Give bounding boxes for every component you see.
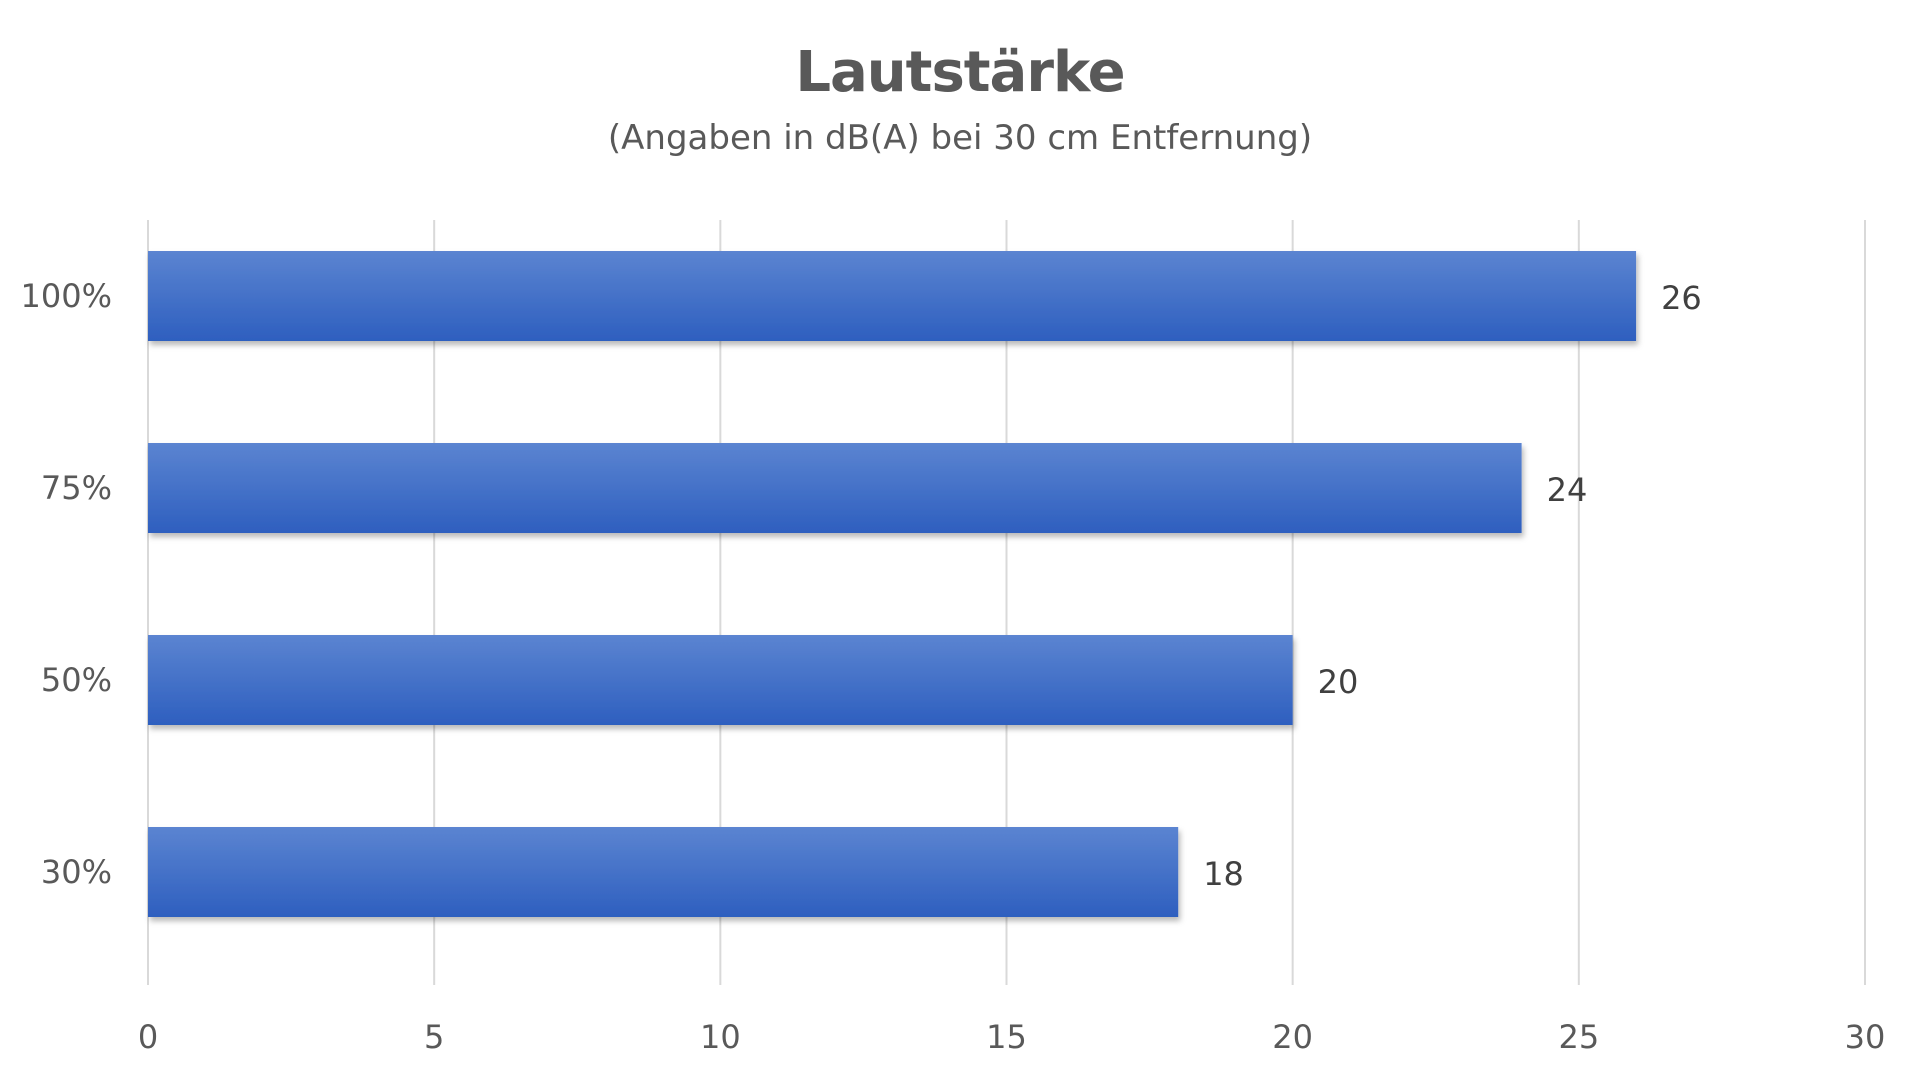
data-label: 20 (1318, 663, 1359, 701)
bar (148, 443, 1522, 533)
x-tick-label: 30 (1845, 1018, 1886, 1056)
bar (148, 251, 1637, 341)
x-tick-label: 10 (700, 1018, 741, 1056)
bar (148, 827, 1179, 917)
y-category-label: 50% (41, 661, 112, 699)
x-tick-label: 5 (424, 1018, 444, 1056)
x-tick-label: 0 (138, 1018, 158, 1056)
bar (148, 635, 1293, 725)
chart-title: Lautstärke (795, 40, 1125, 105)
bars (148, 251, 1637, 917)
data-label: 24 (1547, 471, 1588, 509)
y-category-label: 30% (41, 853, 112, 891)
labels: 0 5 10 15 20 25 30 100% 26 75% 24 50% 20 30% 18 (21, 277, 1886, 1056)
chart-subtitle: (Angaben in dB(A) bei 30 cm Entfernung) (607, 118, 1313, 158)
y-category-label: 75% (41, 469, 112, 507)
x-tick-label: 20 (1272, 1018, 1313, 1056)
data-label: 26 (1661, 279, 1702, 317)
x-tick-label: 25 (1558, 1018, 1599, 1056)
x-tick-label: 15 (986, 1018, 1027, 1056)
y-category-label: 100% (21, 277, 112, 315)
data-label: 18 (1203, 855, 1244, 893)
